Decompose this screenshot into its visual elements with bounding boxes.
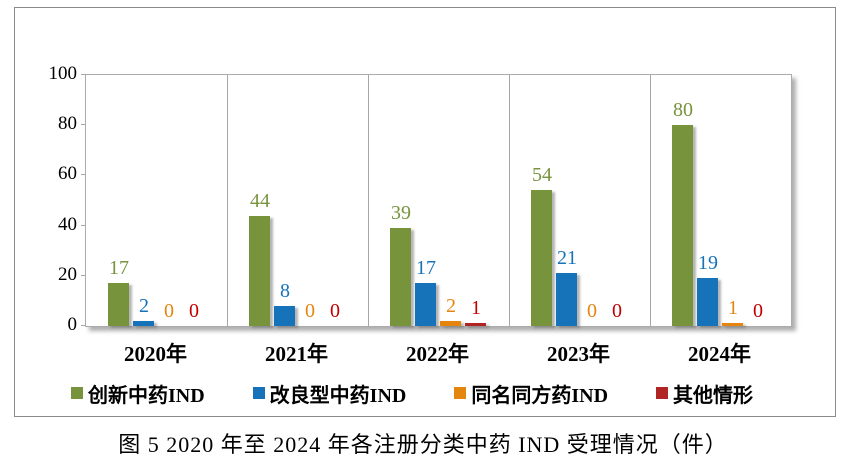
legend-swatch-icon xyxy=(252,387,265,399)
plot-area: 17 44 39 54 80 2 8 17 21 19 0 0 2 0 1 0 0 1 0 0 xyxy=(85,74,792,327)
y-tick-mark xyxy=(81,174,86,176)
bar-value-label: 2 xyxy=(446,295,456,317)
bar xyxy=(249,216,270,326)
y-tick-mark xyxy=(81,274,86,276)
legend-swatch-icon xyxy=(71,387,83,399)
legend-item: 同名同方药IND xyxy=(454,379,608,408)
bar-value-label: 19 xyxy=(698,252,718,274)
bar xyxy=(440,321,461,326)
bar-value-label: 8 xyxy=(280,280,290,302)
y-tick-label: 40 xyxy=(58,213,77,235)
bar-value-label: 44 xyxy=(250,190,270,212)
legend-item: 改良型中药IND xyxy=(252,379,407,408)
y-tick-mark xyxy=(81,74,86,75)
bar xyxy=(531,190,552,326)
bar xyxy=(722,323,743,326)
y-tick-label: 60 xyxy=(58,163,77,185)
x-category-label: 2021年 xyxy=(265,342,328,366)
legend-item: 其他情形 xyxy=(656,379,753,408)
figure-caption: 图 5 2020 年至 2024 年各注册分类中药 IND 受理情况（件） xyxy=(118,432,728,457)
legend-swatch-icon xyxy=(656,387,669,399)
bar-value-label: 17 xyxy=(416,257,436,279)
bar-value-label: 80 xyxy=(673,99,693,121)
gridline xyxy=(509,75,510,326)
bar xyxy=(465,323,486,326)
gridline xyxy=(368,75,369,326)
legend-swatch-icon xyxy=(454,387,467,399)
bar xyxy=(697,278,718,326)
legend-label: 创新中药IND xyxy=(88,384,205,407)
x-category-label: 2020年 xyxy=(124,342,187,366)
bar-value-label: 1 xyxy=(471,297,481,319)
bar xyxy=(390,228,411,326)
bar xyxy=(672,125,693,326)
bar xyxy=(108,283,129,326)
legend-label: 同名同方药IND xyxy=(471,384,609,407)
bar-value-label: 54 xyxy=(532,164,552,186)
bar-value-label: 0 xyxy=(189,300,199,322)
bar xyxy=(415,283,436,326)
bar-value-label: 0 xyxy=(305,300,315,322)
bar xyxy=(274,306,295,326)
bar-value-label: 0 xyxy=(753,300,763,322)
legend: 创新中药IND 改良型中药IND 同名同方药IND 其他情形 xyxy=(71,378,753,408)
y-tick-label: 100 xyxy=(48,63,78,84)
y-tick-label: 80 xyxy=(58,113,77,135)
bar-value-label: 0 xyxy=(330,300,340,322)
y-tick-mark xyxy=(81,325,86,326)
x-category-label: 2023年 xyxy=(547,342,610,366)
y-tick-label: 20 xyxy=(58,263,77,285)
gridline xyxy=(650,75,651,326)
x-category-label: 2022年 xyxy=(406,342,469,366)
bar-value-label: 2 xyxy=(139,295,149,317)
legend-label: 改良型中药IND xyxy=(269,384,407,407)
y-tick-mark xyxy=(81,224,86,226)
legend-label: 其他情形 xyxy=(673,384,754,407)
bar-value-label: 21 xyxy=(557,247,577,269)
legend-item: 创新中药IND xyxy=(71,379,205,408)
bar xyxy=(556,273,577,326)
bar-value-label: 1 xyxy=(728,297,738,319)
bar-value-label: 17 xyxy=(109,257,129,279)
gridline xyxy=(227,75,228,326)
bar-value-label: 0 xyxy=(612,300,622,322)
bar xyxy=(133,321,154,326)
bar-value-label: 0 xyxy=(587,300,597,322)
bar-value-label: 39 xyxy=(391,202,411,224)
y-tick-label: 0 xyxy=(67,314,78,335)
bar-value-label: 0 xyxy=(164,300,174,322)
chart-frame: 17 44 39 54 80 2 8 17 21 19 0 0 2 0 1 0 0 1 0 0 创新中药IND 改良型中… xyxy=(14,7,836,417)
y-tick-mark xyxy=(81,124,86,126)
x-category-label: 2024年 xyxy=(688,342,751,366)
